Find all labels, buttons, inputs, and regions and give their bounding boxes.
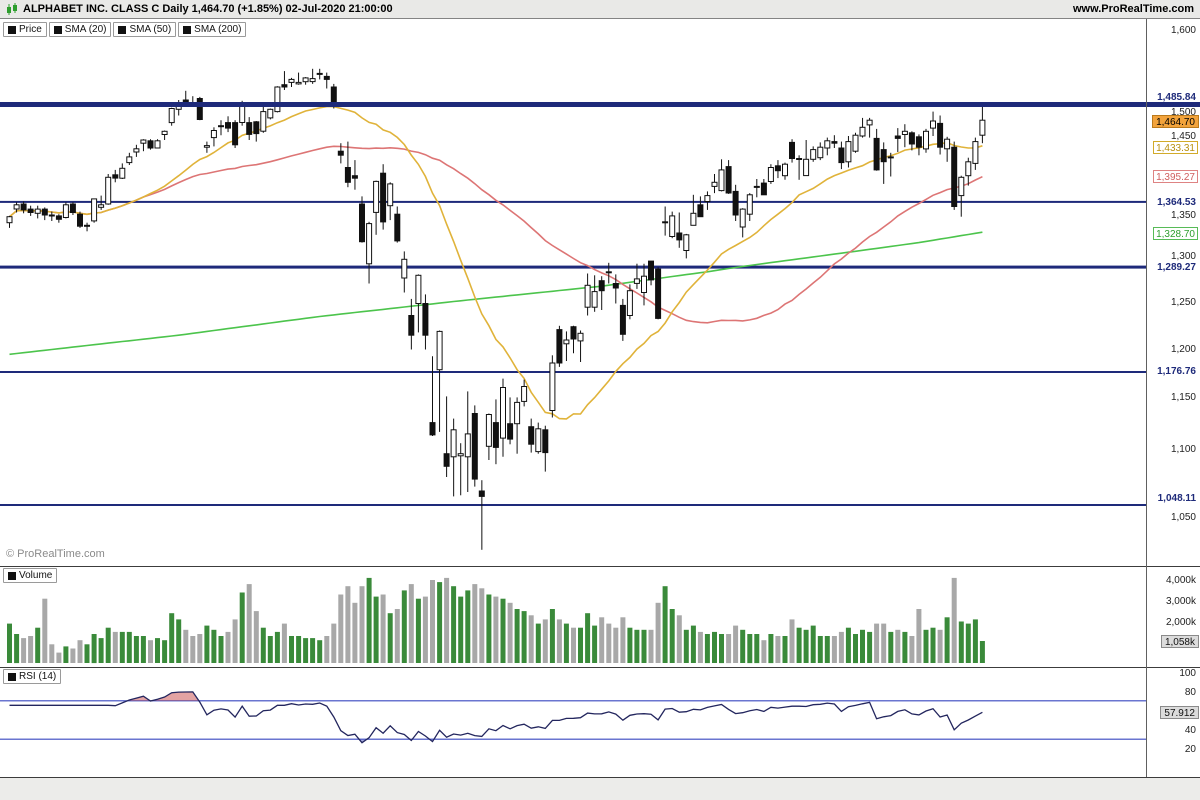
axis-label: 1,150 (1170, 392, 1196, 403)
candlestick-logo-icon (7, 2, 17, 15)
value-axis[interactable]: 1,600 1,500 1,450 1,350 1,300 1,250 1,200 1,150… (1146, 0, 1200, 800)
axis-label: 3,000k (1165, 596, 1196, 607)
axis-label: 1,485.84 (1157, 92, 1196, 103)
price-panel-legend: Price SMA (20) SMA (50) SMA (200) (3, 22, 247, 37)
axis-label: 1,200 (1170, 344, 1196, 355)
axis-label: 1,300 (1170, 251, 1196, 262)
axis-label: 2,000k (1165, 617, 1196, 628)
axis-label: 1,058k (1160, 635, 1199, 648)
watermark: © ProRealTime.com (6, 548, 105, 560)
legend-sma20-label: SMA (20) (64, 24, 107, 35)
sma200-swatch-icon (183, 25, 192, 34)
axis-label: 1,250 (1170, 297, 1196, 308)
volume-swatch-icon (8, 571, 16, 580)
axis-label: 1,289.27 (1157, 262, 1196, 273)
axis-label: 1,600 (1170, 25, 1196, 36)
legend-sma200-label: SMA (200) (194, 24, 242, 35)
axis-label: 1,176.76 (1157, 366, 1196, 377)
sma20-swatch-icon (53, 25, 62, 34)
rsi-swatch-icon (8, 672, 16, 681)
legend-price-label: Price (19, 24, 42, 35)
axis-label: 1,450 (1170, 131, 1196, 142)
axis-label: 1,328.70 (1153, 227, 1198, 240)
legend-volume[interactable]: Volume (3, 568, 58, 583)
header-title: ALPHABET INC. CLASS C Daily 1,464.70 (+1… (23, 3, 393, 15)
axis-label: 4,000k (1165, 575, 1196, 586)
legend-rsi-label: RSI (14) (19, 671, 57, 682)
price-swatch-icon (8, 25, 16, 34)
resistance-line-1485[interactable] (0, 102, 1200, 107)
volume-chart-canvas[interactable] (0, 566, 1146, 667)
axis-label: 40 (1184, 725, 1196, 736)
axis-label: 1,500 (1170, 107, 1196, 118)
legend-rsi[interactable]: RSI (14) (3, 669, 62, 684)
axis-label: 1,464.70 (1152, 115, 1199, 128)
legend-price[interactable]: Price (3, 22, 47, 37)
axis-label: 20 (1184, 744, 1196, 755)
axis-label: 80 (1184, 687, 1196, 698)
panel-separator (0, 667, 1200, 668)
legend-sma50-label: SMA (50) (129, 24, 172, 35)
axis-label: 1,395.27 (1153, 170, 1198, 183)
rsi-chart-canvas[interactable] (0, 667, 1146, 777)
rsi-panel-legend: RSI (14) (3, 669, 62, 684)
axis-label: 1,100 (1170, 444, 1196, 455)
header-url[interactable]: www.ProRealTime.com (1072, 3, 1194, 15)
legend-volume-label: Volume (19, 570, 53, 581)
legend-sma200[interactable]: SMA (200) (178, 22, 247, 37)
price-chart-canvas[interactable] (0, 19, 1146, 566)
axis-label: 100 (1179, 668, 1196, 679)
sma50-swatch-icon (118, 25, 127, 34)
panel-separator (0, 566, 1200, 567)
volume-panel-legend: Volume (3, 568, 58, 583)
time-axis[interactable] (0, 777, 1200, 800)
axis-separator (1146, 19, 1147, 777)
header-left: ALPHABET INC. CLASS C Daily 1,464.70 (+1… (6, 2, 393, 16)
axis-label: 1,364.53 (1157, 197, 1196, 208)
axis-label: 1,050 (1170, 512, 1196, 523)
axis-label: 57.912 (1160, 706, 1199, 719)
axis-label: 1,433.31 (1153, 141, 1198, 154)
legend-sma20[interactable]: SMA (20) (48, 22, 112, 37)
axis-label: 1,048.11 (1157, 493, 1196, 504)
header: ALPHABET INC. CLASS C Daily 1,464.70 (+1… (0, 0, 1200, 19)
axis-label: 1,350 (1170, 210, 1196, 221)
legend-sma50[interactable]: SMA (50) (113, 22, 177, 37)
